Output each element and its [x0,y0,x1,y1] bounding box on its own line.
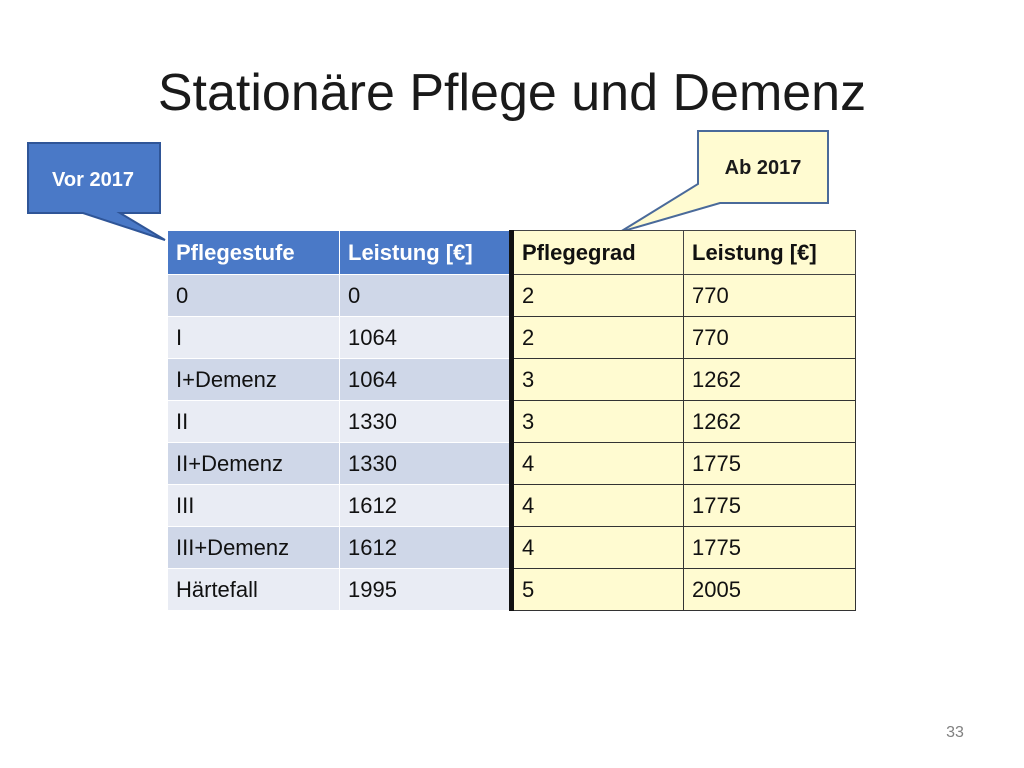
after-callout [619,130,829,233]
table-cell: 1995 [339,568,512,611]
table-cell: 1775 [683,484,856,527]
header-leistung-after: Leistung [€] [683,230,856,275]
page-number: 33 [946,724,964,741]
table-cell: 1775 [683,526,856,569]
table-cell: 3 [509,358,684,401]
slide-title: Stationäre Pflege und Demenz [157,64,867,122]
table-cell: 1064 [339,316,512,359]
table-cell: III+Demenz [167,526,340,569]
table-row: I+Demenz 1064 3 1262 [167,358,856,401]
table-cell: 770 [683,316,856,359]
table-cell: 770 [683,274,856,317]
table-cell: 1330 [339,442,512,485]
table-cell: 0 [167,274,340,317]
table-cell: 0 [339,274,512,317]
table-row: 0 0 2 770 [167,274,856,317]
table-row: II+Demenz 1330 4 1775 [167,442,856,485]
table-cell: 1612 [339,526,512,569]
table-cell: I+Demenz [167,358,340,401]
table-cell: 3 [509,400,684,443]
table-cell: 1775 [683,442,856,485]
table-cell: 4 [509,526,684,569]
table-cell: 2 [509,316,684,359]
table-header-row: Pflegestufe Leistung [€] Pflegegrad Leis… [167,230,856,275]
table-row: II 1330 3 1262 [167,400,856,443]
header-pflegegrad: Pflegegrad [509,230,684,275]
after-callout-label: Ab 2017 [724,157,802,179]
before-callout [27,142,166,241]
table-cell: III [167,484,340,527]
table-cell: 1262 [683,400,856,443]
table-cell: 2 [509,274,684,317]
table-row: Härtefall 1995 5 2005 [167,568,856,611]
table-cell: 5 [509,568,684,611]
table-row: I 1064 2 770 [167,316,856,359]
header-leistung-before: Leistung [€] [339,230,512,275]
table-cell: 4 [509,484,684,527]
table-row: III+Demenz 1612 4 1775 [167,526,856,569]
table-cell: 1064 [339,358,512,401]
table-row: III 1612 4 1775 [167,484,856,527]
comparison-table: Pflegestufe Leistung [€] Pflegegrad Leis… [167,230,856,611]
table-cell: I [167,316,340,359]
table-cell: 4 [509,442,684,485]
table-cell: Härtefall [167,568,340,611]
table-cell: 1330 [339,400,512,443]
table-cell: II [167,400,340,443]
table-cell: II+Demenz [167,442,340,485]
header-pflegestufe: Pflegestufe [167,230,340,275]
table-cell: 1612 [339,484,512,527]
table-cell: 2005 [683,568,856,611]
table-cell: 1262 [683,358,856,401]
before-callout-label: Vor 2017 [52,169,134,191]
